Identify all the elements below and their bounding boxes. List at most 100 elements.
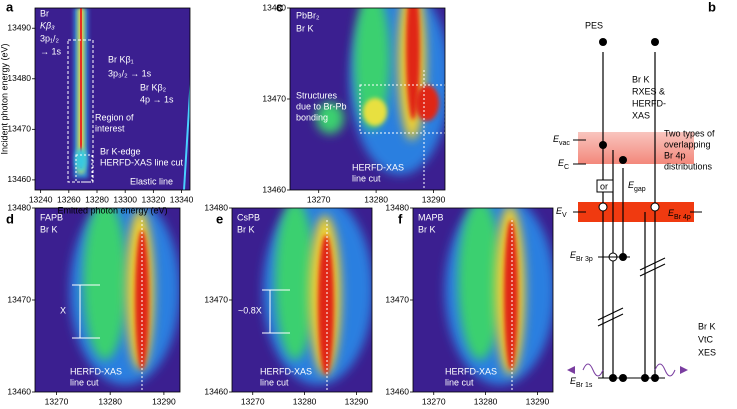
level-symbol: E (668, 208, 675, 218)
annotation: 3p₁/₂ (40, 33, 60, 43)
x-tick-label: 13260 (57, 194, 81, 204)
x-tick-label: 13280 (364, 194, 388, 204)
level-symbol: E (628, 180, 635, 190)
panel-label: f (398, 211, 403, 226)
annotation: Br K (632, 74, 650, 84)
axes: a 13240 13260 13280 13300 13320 13340 13460 1347… (0, 0, 716, 406)
level-symbol: E (556, 206, 563, 216)
y-tick-label: 13460 (7, 174, 31, 184)
y-tick-label: 13470 (7, 124, 31, 134)
y-tick-label: 13480 (7, 202, 31, 212)
annotation: Br K (698, 321, 716, 331)
annotation: distributions (664, 161, 713, 171)
annotation: MAPB (418, 212, 444, 222)
annotation: PES (585, 20, 603, 30)
y-tick-label: 13470 (262, 93, 286, 103)
heatmap (413, 208, 553, 392)
annotation: line cut (445, 377, 474, 387)
y-tick-label: 13480 (385, 202, 409, 212)
x-tick-label: 13280 (293, 396, 317, 406)
panel-label: d (6, 211, 14, 226)
level-subscript: Br 1s (576, 382, 593, 389)
annotation: Two types of (664, 128, 715, 138)
y-tick-label: 13460 (204, 386, 228, 396)
annotation: RXES & (632, 86, 665, 96)
annotation: Br Kβ₂ (140, 82, 167, 92)
annotation: HERFD-XAS (260, 366, 312, 376)
x-tick-label: 13270 (241, 396, 265, 406)
level-label: EBr 4p (668, 208, 691, 220)
annotation: CsPB (237, 212, 260, 222)
y-tick-label: 13460 (385, 386, 409, 396)
level-label: EV (556, 206, 567, 218)
heatmap (35, 8, 190, 190)
panel-label: b (708, 0, 716, 14)
panel-label: c (276, 0, 283, 14)
annotation: X (60, 305, 66, 315)
level-label: EC (558, 158, 569, 170)
y-tick-label: 13480 (262, 2, 286, 12)
annotation: PbBr₂ (296, 10, 320, 20)
x-axis-label: Emitted photon energy (eV) (57, 205, 167, 215)
y-tick-label: 13490 (7, 22, 31, 32)
annotation: XES (698, 347, 716, 357)
annotation: interest (95, 123, 125, 133)
x-tick-label: 13290 (345, 396, 369, 406)
y-tick-label: 13460 (7, 386, 31, 396)
level-label: Egap (628, 180, 646, 192)
annotation: HERFD-XAS line cut (100, 157, 184, 167)
annotation: HERFD-XAS (445, 366, 497, 376)
annotation: Br 4p (664, 150, 686, 160)
annotation: ~0.8X (238, 305, 262, 315)
annotation: Br K (296, 23, 314, 33)
y-tick-label: 13470 (7, 294, 31, 304)
level-label: Evac (553, 134, 570, 146)
annotation: HERFD- (632, 98, 666, 108)
y-tick-label: 13460 (262, 184, 286, 194)
annotation: line cut (352, 173, 381, 183)
annotation: FAPB (40, 212, 63, 222)
level-subscript: C (564, 164, 569, 171)
annotation: Kβ₃ (40, 20, 55, 30)
heatmap (290, 8, 445, 190)
y-tick-label: 13480 (7, 73, 31, 83)
level-symbol: E (553, 134, 560, 144)
annotation: overlapping (664, 139, 711, 149)
annotation: or (600, 181, 608, 191)
annotation: Br K (418, 224, 436, 234)
x-tick-label: 13270 (422, 396, 446, 406)
annotations: Br Kβ₃ 3p₁/₂ → 1s Br Kβ₁ 3p₃/₂ → 1s Br K… (40, 8, 497, 387)
level-symbol: E (570, 376, 577, 386)
x-tick-label: 13270 (45, 396, 69, 406)
heatmap (232, 208, 372, 392)
x-tick-label: 13280 (474, 396, 498, 406)
annotation: Br Kβ₁ (108, 54, 134, 64)
level-subscript: vac (559, 140, 570, 147)
level-subscript: Br 3p (576, 256, 593, 263)
annotation: XAS (632, 110, 650, 120)
x-tick-label: 13320 (142, 194, 166, 204)
x-tick-label: 13240 (29, 194, 53, 204)
panel-label: a (6, 0, 14, 14)
x-tick-label: 13340 (170, 194, 194, 204)
annotation: Br K-edge (100, 146, 141, 156)
y-tick-label: 13480 (204, 202, 228, 212)
annotation: line cut (260, 377, 289, 387)
annotation: Region of (95, 112, 134, 122)
y-tick-label: 13470 (385, 294, 409, 304)
level-subscript: gap (634, 186, 646, 193)
annotation: Br (40, 8, 49, 18)
band (578, 132, 694, 164)
y-tick-label: 13470 (204, 294, 228, 304)
level-symbol: E (570, 250, 577, 260)
annotation: due to Br-Pb (296, 101, 347, 111)
level-subscript: Br 4p (674, 214, 691, 221)
level-symbol: E (558, 158, 565, 168)
panel-label: e (216, 211, 223, 226)
annotation: 4p → 1s (140, 94, 174, 104)
annotation: → 1s (40, 46, 62, 56)
level-subscript: V (562, 212, 567, 219)
annotation: Br K (237, 224, 255, 234)
x-tick-label: 13270 (307, 194, 331, 204)
